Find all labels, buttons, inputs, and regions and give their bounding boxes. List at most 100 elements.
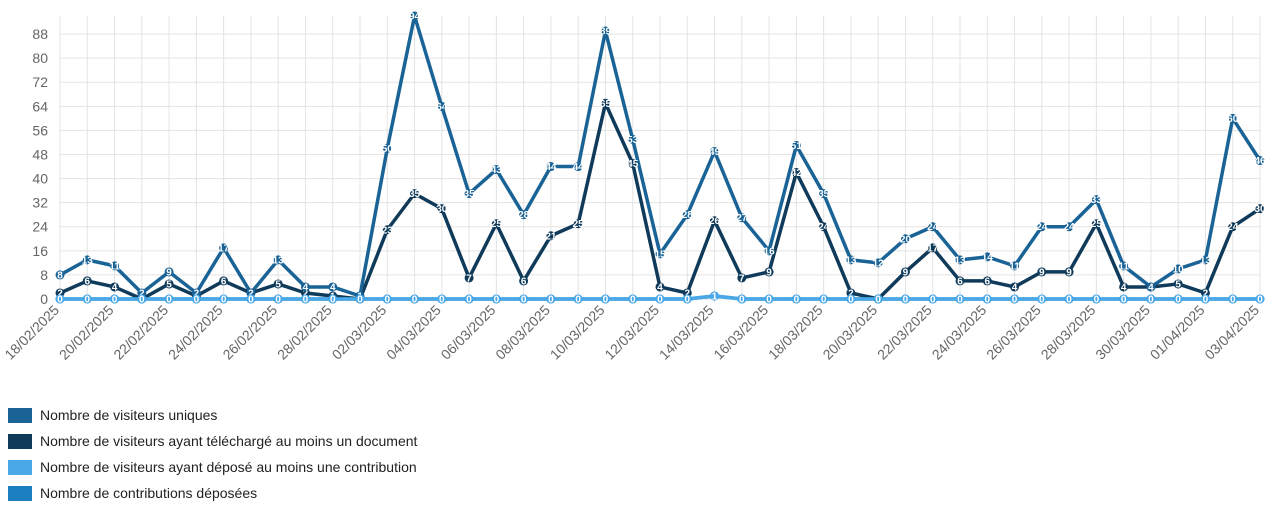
data-label: 0 <box>1039 295 1045 306</box>
legend-item[interactable]: Nombre de visiteurs uniques <box>8 402 417 428</box>
data-point <box>1037 294 1047 304</box>
data-point <box>546 231 556 241</box>
data-label: 4 <box>303 282 309 293</box>
data-label: 24 <box>1064 222 1076 233</box>
data-point <box>655 249 665 259</box>
data-label: 53 <box>627 135 639 146</box>
legend-item[interactable]: Nombre de visiteurs ayant déposé au moin… <box>8 454 417 480</box>
data-label: 23 <box>382 225 394 236</box>
data-point <box>1091 195 1101 205</box>
data-label: 2 <box>248 288 254 299</box>
data-point <box>273 255 283 265</box>
data-label: 7 <box>466 273 472 284</box>
data-point <box>328 294 338 304</box>
data-label: 12 <box>873 258 885 269</box>
legend-item[interactable]: Nombre de contributions déposées <box>8 480 417 506</box>
data-label: 4 <box>657 282 663 293</box>
data-label: 0 <box>848 295 854 306</box>
data-point <box>191 294 201 304</box>
data-label: 26 <box>709 216 721 227</box>
data-point <box>410 294 420 304</box>
data-label: 0 <box>630 295 636 306</box>
data-label: 0 <box>303 295 309 306</box>
data-point <box>900 294 910 304</box>
data-point <box>1255 294 1265 304</box>
data-label: 28 <box>682 210 694 221</box>
data-point <box>682 210 692 220</box>
data-point <box>764 294 774 304</box>
data-label: 9 <box>1066 267 1072 278</box>
data-label: 4 <box>1121 282 1127 293</box>
x-tick-label: 02/03/2025 <box>329 302 390 363</box>
data-label: 4 <box>1148 282 1154 293</box>
legend-swatch <box>8 485 32 501</box>
data-point <box>219 294 229 304</box>
data-label: 45 <box>627 159 639 170</box>
data-point <box>1228 222 1238 232</box>
data-point <box>546 294 556 304</box>
x-tick-label: 08/03/2025 <box>492 302 553 363</box>
data-label: 30 <box>1254 204 1266 215</box>
data-point <box>819 294 829 304</box>
data-label: 9 <box>1039 267 1045 278</box>
data-label: 0 <box>466 295 472 306</box>
data-label: 35 <box>818 189 830 200</box>
data-label: 0 <box>221 295 227 306</box>
data-point <box>764 267 774 277</box>
data-point <box>628 134 638 144</box>
data-point <box>300 294 310 304</box>
legend-item[interactable]: Nombre de visiteurs ayant téléchargé au … <box>8 428 417 454</box>
data-label: 13 <box>82 255 94 266</box>
x-tick-label: 24/02/2025 <box>165 302 226 363</box>
data-point <box>1228 294 1238 304</box>
data-label: 4 <box>1012 282 1018 293</box>
data-point <box>1064 294 1074 304</box>
data-point <box>982 252 992 262</box>
y-tick-label: 72 <box>32 74 48 90</box>
data-point <box>955 276 965 286</box>
data-label: 0 <box>957 295 963 306</box>
data-label: 1 <box>712 291 718 302</box>
data-label: 2 <box>684 288 690 299</box>
data-label: 5 <box>166 279 172 290</box>
x-tick-label: 18/03/2025 <box>765 302 826 363</box>
data-point <box>164 294 174 304</box>
data-point <box>437 101 447 111</box>
data-point <box>110 261 120 271</box>
data-point <box>1146 294 1156 304</box>
data-point <box>219 243 229 253</box>
data-label: 0 <box>166 295 172 306</box>
data-label: 0 <box>930 295 936 306</box>
chart-series: 2640516252102335307256212565454226794224… <box>55 11 1266 306</box>
y-tick-label: 88 <box>32 26 48 42</box>
data-label: 6 <box>221 276 227 287</box>
data-label: 11 <box>109 261 120 272</box>
data-point <box>710 146 720 156</box>
data-label: 0 <box>112 295 118 306</box>
data-point <box>1200 294 1210 304</box>
data-point <box>819 222 829 232</box>
data-point <box>1200 255 1210 265</box>
data-point <box>382 143 392 153</box>
data-label: 43 <box>491 165 503 176</box>
data-label: 13 <box>273 255 285 266</box>
x-tick-label: 16/03/2025 <box>710 302 771 363</box>
data-point <box>846 294 856 304</box>
data-label: 42 <box>791 168 803 179</box>
data-point <box>219 276 229 286</box>
data-label: 44 <box>545 162 557 173</box>
data-point <box>600 98 610 108</box>
x-tick-label: 01/04/2025 <box>1147 302 1208 363</box>
data-point <box>682 294 692 304</box>
data-point <box>573 162 583 172</box>
data-point <box>164 267 174 277</box>
data-label: 6 <box>521 276 527 287</box>
data-point <box>737 294 747 304</box>
data-label: 0 <box>1094 295 1100 306</box>
data-label: 89 <box>600 27 612 38</box>
data-label: 0 <box>494 295 500 306</box>
data-point <box>519 294 529 304</box>
data-point <box>982 294 992 304</box>
data-label: 0 <box>739 295 745 306</box>
